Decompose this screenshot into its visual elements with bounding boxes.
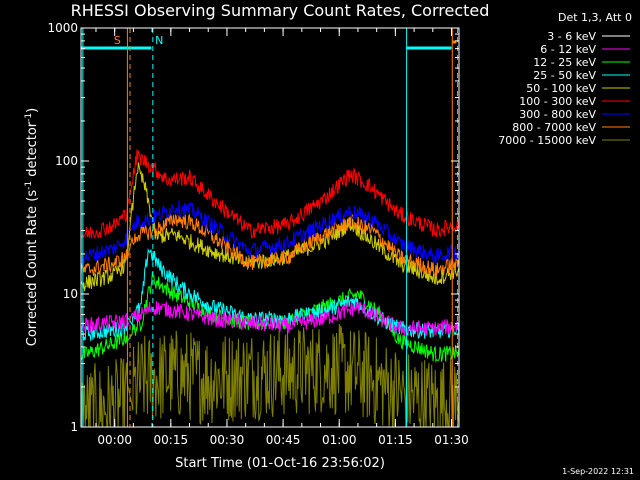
legend-label: 800 - 7000 keV (512, 121, 596, 134)
legend-header: Det 1,3, Att 0 (558, 11, 632, 24)
timestamp: 1-Sep-2022 12:31 (562, 467, 634, 476)
y-label-sup1: -1 (24, 181, 34, 190)
chart-title: RHESSI Observing Summary Count Rates, Co… (71, 1, 490, 20)
legend-label: 300 - 800 keV (519, 108, 596, 121)
y-label-main: Corrected Count Rate (s (25, 190, 40, 347)
y-tick-label: 100 (55, 154, 78, 168)
legend-label: 25 - 50 keV (533, 69, 596, 82)
y-tick-label: 1 (70, 420, 78, 434)
legend-label: 7000 - 15000 keV (498, 134, 596, 147)
annotation-label: S (114, 34, 121, 47)
x-tick-label: 00:30 (210, 433, 245, 447)
series-line (81, 247, 460, 341)
legend-label: 50 - 100 keV (526, 82, 596, 95)
annotation-label: N (155, 34, 163, 47)
x-tick-label: 00:45 (266, 433, 301, 447)
plot-area (80, 149, 460, 429)
legend-label: 100 - 300 keV (519, 95, 596, 108)
legend-label: 6 - 12 keV (540, 43, 596, 56)
y-tick-label: 1000 (47, 21, 78, 35)
plot-frame (80, 27, 460, 428)
y-label-mid: detector (25, 121, 40, 181)
y-axis: 1000 100 10 1 (47, 21, 459, 434)
series-line (80, 162, 460, 292)
y-axis-label: Corrected Count Rate (s-1 detector-1) (24, 108, 40, 346)
series-line (80, 212, 459, 278)
x-axis-label: Start Time (01-Oct-16 23:56:02) (175, 456, 385, 471)
series-line (80, 323, 460, 428)
y-label-sup2: -1 (24, 113, 34, 122)
legend-label: 3 - 6 keV (547, 30, 596, 43)
x-axis: 00:00 00:15 00:30 00:45 01:00 01:15 01:30 (95, 28, 469, 447)
y-label-end: ) (25, 108, 40, 113)
x-tick-label: 00:00 (97, 433, 132, 447)
x-tick-label: 01:15 (378, 433, 413, 447)
series-line (80, 200, 460, 266)
x-tick-label: 01:00 (322, 433, 357, 447)
y-tick-label: 10 (63, 287, 78, 301)
series-line (80, 271, 460, 364)
legend-label: 12 - 25 keV (533, 56, 596, 69)
series-line (80, 301, 460, 337)
x-tick-label: 01:30 (434, 433, 469, 447)
x-tick-label: 00:15 (154, 433, 189, 447)
series-line (80, 149, 460, 240)
